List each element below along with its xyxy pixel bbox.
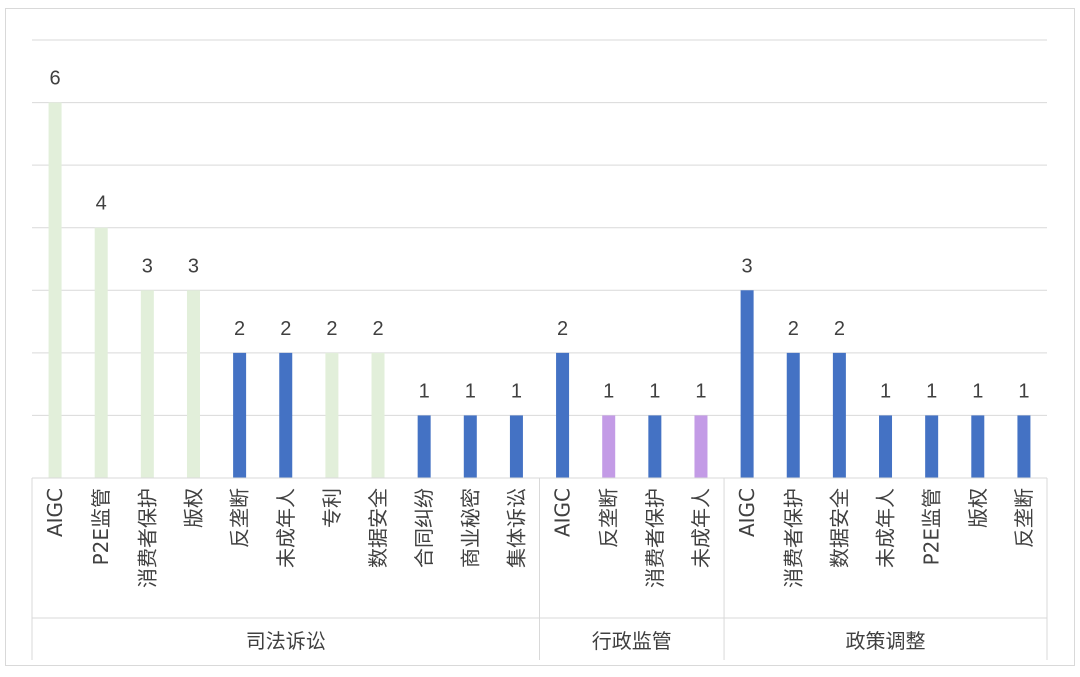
bar	[509, 415, 523, 478]
category-label: 未成年人	[874, 488, 898, 568]
bar	[233, 352, 247, 478]
category-label: 版权	[181, 488, 205, 528]
bar	[556, 352, 570, 478]
group-label: 行政监管	[592, 629, 672, 653]
bar	[1017, 415, 1031, 478]
bar	[94, 227, 108, 478]
bar	[602, 415, 616, 478]
category-label: 版权	[966, 488, 990, 528]
bar	[925, 415, 939, 478]
category-label: 商业秘密	[458, 488, 482, 568]
category-label: 反垄断	[597, 488, 621, 548]
value-label: 1	[649, 380, 660, 402]
bar	[371, 352, 385, 478]
value-label: 1	[1018, 380, 1029, 402]
bar	[971, 415, 985, 478]
group-labels: 司法诉讼 行政监管 政策调整	[246, 629, 926, 653]
group-label: 政策调整	[846, 629, 926, 653]
category-label: AIGC	[43, 488, 67, 537]
value-label: 1	[926, 380, 937, 402]
category-label: 数据安全	[827, 488, 851, 568]
value-label: 1	[972, 380, 983, 402]
value-label: 2	[834, 318, 845, 340]
category-label: 合同纠纷	[412, 488, 436, 568]
value-label: 1	[603, 380, 614, 402]
category-label: 专利	[320, 488, 344, 528]
category-label: AIGC	[551, 488, 575, 537]
value-labels: 6 4 3 3 2 2 2 2 1 1 1 2 1 1 1 3 2 2 1 1 1 1	[50, 68, 1030, 403]
group-label: 司法诉讼	[246, 629, 326, 653]
value-label: 1	[419, 380, 430, 402]
bar	[648, 415, 662, 478]
bar	[832, 352, 846, 478]
category-label: 反垄断	[1012, 488, 1036, 548]
gridlines	[32, 39, 1047, 416]
value-label: 2	[326, 318, 337, 340]
value-label: 1	[465, 380, 476, 402]
category-labels: AIGC P2E监管 消费者保护 版权 反垄断 未成年人 专利 数据安全 合同纠纷 商业秘密 集体诉…	[43, 488, 1036, 588]
value-label: 2	[788, 318, 799, 340]
category-label: 未成年人	[274, 488, 298, 568]
value-label: 1	[880, 380, 891, 402]
bar	[325, 352, 339, 478]
bar	[279, 352, 293, 478]
bar	[417, 415, 431, 478]
bar	[140, 290, 154, 478]
category-label: P2E监管	[920, 488, 944, 565]
value-label: 1	[695, 380, 706, 402]
category-axis	[31, 477, 1048, 660]
value-label: 2	[234, 318, 245, 340]
category-label: 消费者保护	[135, 488, 159, 588]
value-label: 3	[742, 255, 753, 277]
value-label: 4	[96, 193, 107, 215]
bar	[463, 415, 477, 478]
value-label: 2	[372, 318, 383, 340]
category-label: 消费者保护	[781, 488, 805, 588]
category-label: 未成年人	[689, 488, 713, 568]
bar	[740, 290, 754, 478]
bars	[48, 102, 1031, 479]
category-label: 数据安全	[366, 488, 390, 568]
value-label: 2	[280, 318, 291, 340]
value-label: 3	[188, 255, 199, 277]
category-label: AIGC	[735, 488, 759, 537]
value-label: 2	[557, 318, 568, 340]
category-label: P2E监管	[89, 488, 113, 565]
value-label: 6	[50, 68, 61, 90]
category-label: 集体诉讼	[504, 488, 528, 568]
bar	[694, 415, 708, 478]
bar	[48, 102, 62, 479]
value-label: 3	[142, 255, 153, 277]
bar	[186, 290, 200, 478]
category-label: 消费者保护	[643, 488, 667, 588]
category-label: 反垄断	[228, 488, 252, 548]
bar	[786, 352, 800, 478]
value-label: 1	[511, 380, 522, 402]
bar	[879, 415, 893, 478]
